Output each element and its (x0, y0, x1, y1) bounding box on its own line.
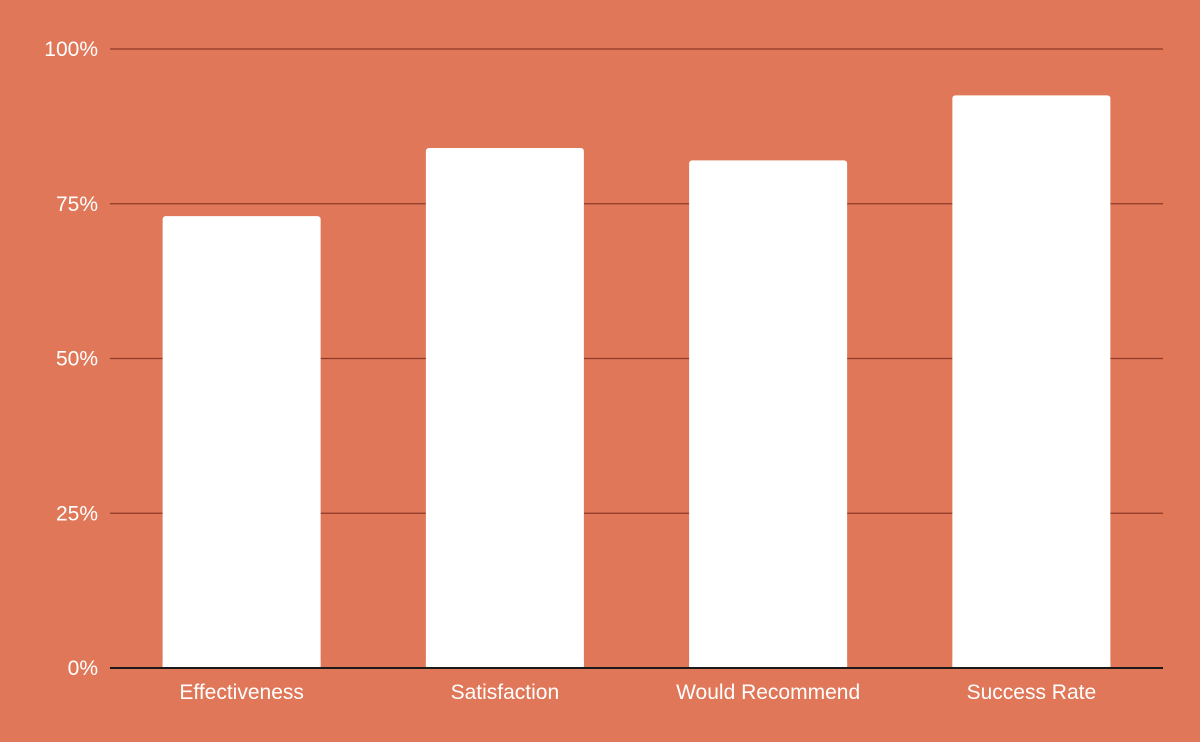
y-tick-label: 0% (68, 657, 98, 680)
bar-base (425, 662, 584, 668)
bar-base (952, 662, 1111, 668)
bar-base (162, 662, 321, 668)
y-axis-tick-labels: 0% 25% 50% 75% 100% (44, 38, 98, 680)
bar-base (689, 662, 848, 668)
y-tick-label: 75% (56, 193, 98, 216)
bar (162, 216, 321, 668)
bars (162, 95, 1111, 669)
x-axis-tick-labels: Effectiveness Satisfaction Would Recommend… (179, 681, 1096, 704)
x-tick-label: Would Recommend (676, 681, 860, 704)
bar (425, 148, 584, 669)
x-tick-label: Effectiveness (179, 681, 304, 704)
bar (952, 95, 1111, 669)
x-tick-label: Success Rate (967, 681, 1097, 704)
y-tick-label: 25% (56, 502, 98, 525)
bar (689, 160, 848, 669)
y-tick-label: 100% (44, 38, 98, 61)
y-tick-label: 50% (56, 348, 98, 371)
x-tick-label: Satisfaction (451, 681, 560, 704)
